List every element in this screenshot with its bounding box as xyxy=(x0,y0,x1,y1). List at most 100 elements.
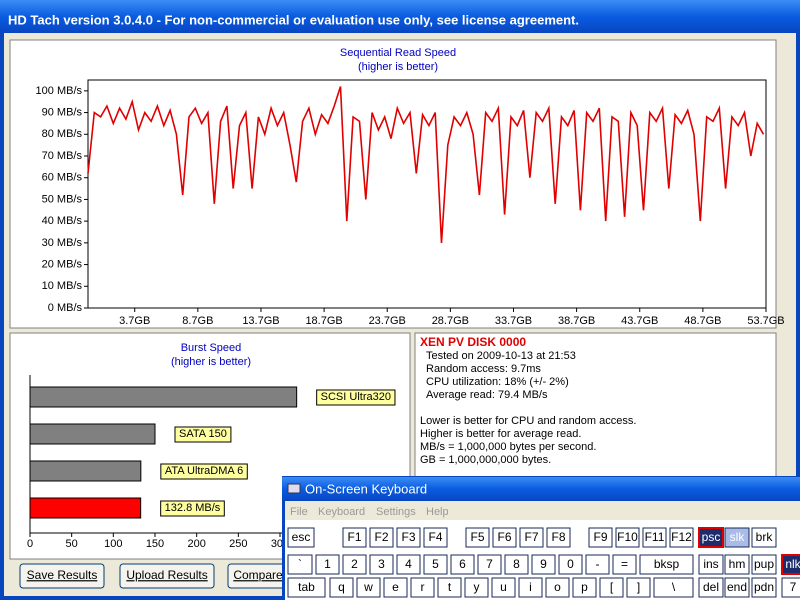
key-label[interactable]: 1 xyxy=(324,557,331,571)
key[interactable] xyxy=(558,554,583,575)
key-label[interactable]: tab xyxy=(298,580,315,594)
key[interactable] xyxy=(383,577,408,598)
key[interactable] xyxy=(669,527,694,548)
key-label[interactable]: 0 xyxy=(567,557,574,571)
key-label[interactable]: end xyxy=(727,580,747,594)
key-label[interactable]: F6 xyxy=(497,530,511,544)
key-label[interactable]: o xyxy=(554,580,561,594)
key-label[interactable]: = xyxy=(621,557,628,571)
key-label[interactable]: F8 xyxy=(551,530,565,544)
key[interactable] xyxy=(504,554,529,575)
key-label[interactable]: F1 xyxy=(347,530,361,544)
key-label[interactable]: pup xyxy=(754,557,774,571)
key-label[interactable]: q xyxy=(338,580,345,594)
key-label[interactable]: bksp xyxy=(654,557,680,571)
key[interactable] xyxy=(369,554,394,575)
key[interactable] xyxy=(588,527,613,548)
key[interactable] xyxy=(585,554,610,575)
key[interactable] xyxy=(465,527,490,548)
key[interactable] xyxy=(642,527,667,548)
key[interactable] xyxy=(545,577,570,598)
key-label[interactable]: [ xyxy=(610,580,614,594)
key[interactable] xyxy=(599,577,624,598)
button-label[interactable]: Compare xyxy=(233,568,283,582)
key-label[interactable]: i xyxy=(529,580,532,594)
menu-item[interactable]: File xyxy=(290,506,308,518)
key-label[interactable]: del xyxy=(703,580,719,594)
key[interactable] xyxy=(698,577,724,598)
key-label[interactable]: 6 xyxy=(459,557,466,571)
key-label[interactable]: F5 xyxy=(470,530,484,544)
key[interactable] xyxy=(724,554,750,575)
key-label[interactable]: psc xyxy=(702,530,721,544)
key[interactable] xyxy=(724,527,750,548)
key[interactable] xyxy=(781,577,800,598)
key-label[interactable]: y xyxy=(474,580,480,594)
key[interactable] xyxy=(698,554,724,575)
key-label[interactable]: esc xyxy=(292,530,311,544)
key[interactable] xyxy=(315,554,340,575)
key-label[interactable]: F10 xyxy=(617,530,638,544)
key[interactable] xyxy=(546,527,571,548)
key[interactable] xyxy=(287,577,326,598)
key[interactable] xyxy=(342,554,367,575)
key-label[interactable]: F11 xyxy=(645,530,665,544)
key[interactable] xyxy=(531,554,556,575)
key[interactable] xyxy=(751,554,777,575)
key-label[interactable]: 4 xyxy=(405,557,412,571)
key-label[interactable]: p xyxy=(581,580,588,594)
key-label[interactable]: pdn xyxy=(754,580,774,594)
key-label[interactable]: 9 xyxy=(540,557,547,571)
key-label[interactable]: nlk xyxy=(785,557,800,571)
key[interactable] xyxy=(492,527,517,548)
key[interactable] xyxy=(612,554,637,575)
key-label[interactable]: ins xyxy=(703,557,718,571)
key-label[interactable]: F12 xyxy=(671,530,692,544)
key[interactable] xyxy=(626,577,651,598)
key[interactable] xyxy=(615,527,640,548)
key[interactable] xyxy=(423,554,448,575)
key-label[interactable]: \ xyxy=(672,580,676,594)
key[interactable] xyxy=(781,554,800,575)
key[interactable] xyxy=(287,554,313,575)
menu-item[interactable]: Help xyxy=(426,506,449,518)
key[interactable] xyxy=(518,577,543,598)
key-label[interactable]: 7 xyxy=(790,580,797,594)
key-label[interactable]: r xyxy=(421,580,425,594)
key-label[interactable]: F7 xyxy=(524,530,538,544)
key-label[interactable]: F3 xyxy=(401,530,415,544)
key-label[interactable]: e xyxy=(392,580,399,594)
key[interactable] xyxy=(653,577,694,598)
key[interactable] xyxy=(329,577,354,598)
key[interactable] xyxy=(477,554,502,575)
key[interactable] xyxy=(519,527,544,548)
button-label[interactable]: Save Results xyxy=(27,568,98,582)
button-label[interactable]: Upload Results xyxy=(126,568,207,582)
key-label[interactable]: hm xyxy=(729,557,746,571)
key-label[interactable]: 7 xyxy=(486,557,493,571)
key[interactable] xyxy=(751,577,777,598)
key[interactable] xyxy=(369,527,394,548)
key[interactable] xyxy=(396,527,421,548)
button[interactable] xyxy=(19,563,105,589)
key-label[interactable]: 5 xyxy=(432,557,439,571)
key-label[interactable]: ` xyxy=(298,557,302,571)
key[interactable] xyxy=(410,577,435,598)
key[interactable] xyxy=(491,577,516,598)
key-label[interactable]: - xyxy=(596,557,600,571)
key-label[interactable]: u xyxy=(500,580,507,594)
menu-item[interactable]: Keyboard xyxy=(318,506,365,518)
key[interactable] xyxy=(639,554,694,575)
key[interactable] xyxy=(396,554,421,575)
key-label[interactable]: F2 xyxy=(374,530,388,544)
key-label[interactable]: F9 xyxy=(593,530,607,544)
key-label[interactable]: 2 xyxy=(351,557,358,571)
key[interactable] xyxy=(724,577,750,598)
key-label[interactable]: 8 xyxy=(513,557,520,571)
key[interactable] xyxy=(751,527,777,548)
key[interactable] xyxy=(356,577,381,598)
menu-item[interactable]: Settings xyxy=(376,506,416,518)
key[interactable] xyxy=(423,527,448,548)
key-label[interactable]: brk xyxy=(756,530,774,544)
key-label[interactable]: t xyxy=(448,580,452,594)
